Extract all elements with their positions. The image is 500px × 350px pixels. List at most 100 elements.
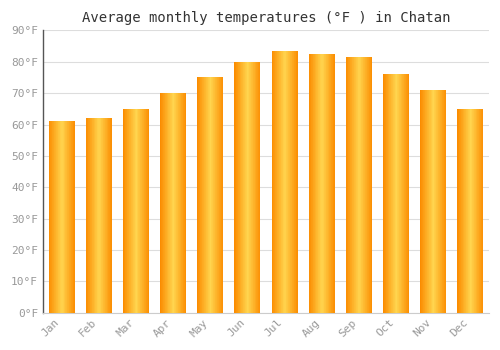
Bar	[106, 118, 107, 313]
Bar	[255, 62, 256, 313]
Bar	[440, 90, 441, 313]
Bar	[96, 118, 97, 313]
Bar	[396, 74, 398, 313]
Bar	[274, 51, 275, 313]
Bar	[178, 93, 179, 313]
Bar	[137, 109, 138, 313]
Bar	[316, 54, 317, 313]
Bar	[244, 62, 246, 313]
Bar	[462, 109, 463, 313]
Bar	[98, 118, 100, 313]
Bar	[403, 74, 404, 313]
Bar	[86, 118, 87, 313]
Bar	[468, 109, 469, 313]
Bar	[211, 77, 212, 313]
Bar	[63, 121, 64, 313]
Bar	[332, 54, 334, 313]
Bar	[351, 57, 352, 313]
Bar	[388, 74, 389, 313]
Bar	[444, 90, 445, 313]
Bar	[165, 93, 166, 313]
Bar	[323, 54, 324, 313]
Bar	[248, 62, 250, 313]
Bar	[384, 74, 385, 313]
Bar	[428, 90, 429, 313]
Bar	[364, 57, 366, 313]
Bar	[207, 77, 208, 313]
Bar	[100, 118, 102, 313]
Bar	[322, 54, 323, 313]
Bar	[331, 54, 332, 313]
Bar	[237, 62, 238, 313]
Bar	[291, 51, 292, 313]
Bar	[143, 109, 144, 313]
Bar	[469, 109, 470, 313]
Bar	[134, 109, 135, 313]
Bar	[329, 54, 330, 313]
Bar	[160, 93, 162, 313]
Bar	[62, 121, 63, 313]
Bar	[148, 109, 149, 313]
Bar	[253, 62, 254, 313]
Bar	[474, 109, 475, 313]
Title: Average monthly temperatures (°F ) in Chatan: Average monthly temperatures (°F ) in Ch…	[82, 11, 450, 25]
Bar	[54, 121, 55, 313]
Bar	[146, 109, 147, 313]
Bar	[272, 51, 273, 313]
Bar	[349, 57, 350, 313]
Bar	[430, 90, 431, 313]
Bar	[317, 54, 318, 313]
Bar	[480, 109, 482, 313]
Bar	[170, 93, 171, 313]
Bar	[360, 57, 361, 313]
Bar	[259, 62, 260, 313]
Bar	[296, 51, 297, 313]
Bar	[369, 57, 370, 313]
Bar	[326, 54, 327, 313]
Bar	[204, 77, 205, 313]
Bar	[288, 51, 289, 313]
Bar	[162, 93, 164, 313]
Bar	[167, 93, 168, 313]
Bar	[97, 118, 98, 313]
Bar	[328, 54, 329, 313]
Bar	[358, 57, 359, 313]
Bar	[141, 109, 142, 313]
Bar	[361, 57, 362, 313]
Bar	[147, 109, 148, 313]
Bar	[216, 77, 218, 313]
Bar	[236, 62, 237, 313]
Bar	[257, 62, 258, 313]
Bar	[212, 77, 213, 313]
Bar	[92, 118, 93, 313]
Bar	[477, 109, 478, 313]
Bar	[424, 90, 426, 313]
Bar	[325, 54, 326, 313]
Bar	[238, 62, 239, 313]
Bar	[57, 121, 58, 313]
Bar	[319, 54, 320, 313]
Bar	[209, 77, 210, 313]
Bar	[390, 74, 391, 313]
Bar	[435, 90, 436, 313]
Bar	[479, 109, 480, 313]
Bar	[431, 90, 432, 313]
Bar	[436, 90, 437, 313]
Bar	[168, 93, 169, 313]
Bar	[392, 74, 394, 313]
Bar	[140, 109, 141, 313]
Bar	[438, 90, 439, 313]
Bar	[292, 51, 293, 313]
Bar	[220, 77, 221, 313]
Bar	[284, 51, 285, 313]
Bar	[293, 51, 294, 313]
Bar	[273, 51, 274, 313]
Bar	[461, 109, 462, 313]
Bar	[174, 93, 175, 313]
Bar	[472, 109, 473, 313]
Bar	[310, 54, 312, 313]
Bar	[352, 57, 353, 313]
Bar	[126, 109, 127, 313]
Bar	[56, 121, 57, 313]
Bar	[184, 93, 186, 313]
